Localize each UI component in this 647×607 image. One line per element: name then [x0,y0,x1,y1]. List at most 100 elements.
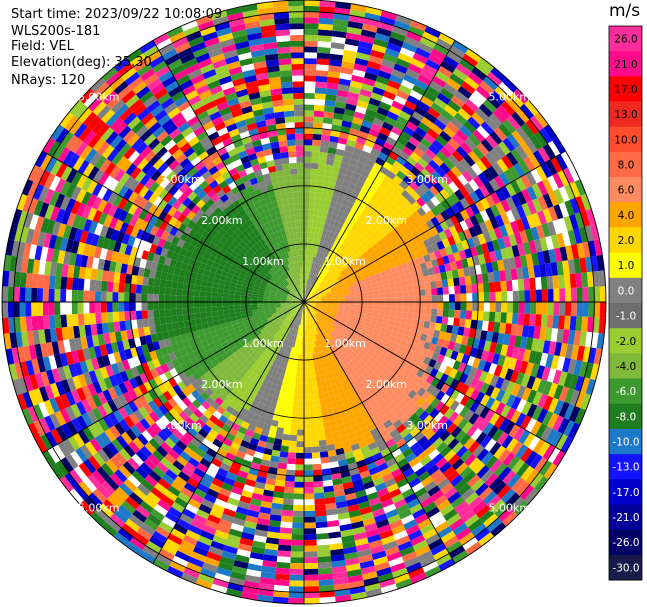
ppi-gate [353,348,361,356]
ppi-gate [545,235,554,251]
ppi-gate [318,271,323,278]
ppi-gate [266,325,273,332]
ppi-gate [358,40,374,50]
ppi-gate [483,513,499,528]
ppi-gate [513,162,526,178]
ppi-gate [343,292,350,296]
ppi-gate [321,282,327,288]
ppi-gate [372,254,380,262]
ppi-gate [160,363,170,374]
ppi-gate [576,287,583,302]
ppi-gate [135,449,148,463]
ppi-gate [430,489,444,502]
ppi-gate [320,234,326,242]
ppi-gate [531,212,542,227]
ppi-gate [304,487,314,494]
ppi-gate [124,518,141,533]
ppi-gate [301,319,304,326]
ppi-gate [281,294,288,298]
ppi-gate [136,527,153,541]
ppi-gate [76,387,87,402]
ppi-gate [374,247,382,255]
ppi-gate [442,286,449,295]
ppi-gate [367,441,378,451]
ppi-gate [430,216,440,227]
ppi-gate [109,513,125,528]
ppi-gate [314,245,319,252]
ppi-gate [532,198,543,213]
ppi-gate [310,168,318,175]
ppi-gate [289,328,294,335]
ppi-gate [340,372,348,380]
ppi-gate [399,131,412,142]
ppi-gate [120,330,128,341]
ppi-gate [368,128,380,138]
ppi-gate [314,233,319,240]
ppi-gate [344,557,360,566]
ppi-gate [375,276,383,283]
ppi-gate [274,317,281,323]
ppi-gate [431,516,447,529]
ppi-gate [377,364,386,372]
ppi-gate [332,269,339,275]
ppi-gate [515,444,529,459]
ppi-gate [37,231,46,247]
ppi-gate [584,362,594,379]
ppi-gate [427,418,438,430]
ppi-gate [309,261,313,268]
ppi-gate [386,224,395,233]
ppi-gate [260,327,267,333]
ppi-gate [320,294,327,298]
ppi-gate [431,453,444,465]
ppi-gate [318,157,327,165]
ppi-gate [485,331,494,342]
ppi-gate [304,5,320,12]
ppi-gate [365,212,374,221]
ppi-gate [266,436,275,444]
ppi-gate [333,583,350,591]
ppi-gate [541,289,548,302]
ppi-gate [399,274,407,282]
ppi-gate [381,275,389,281]
ppi-gate [249,320,257,326]
ppi-gate [259,384,267,393]
ppi-gate [431,336,439,346]
ppi-gate [548,341,557,356]
ppi-gate [596,333,605,350]
ppi-gate [430,377,440,388]
ppi-gate [391,297,397,302]
ppi-gate [376,27,392,37]
ppi-gate [417,74,432,86]
ppi-gate [338,229,345,237]
ppi-gate [575,272,583,288]
ppi-gate [336,333,343,339]
ppi-gate [352,448,363,457]
ppi-gate [489,292,496,302]
ppi-gate [338,191,346,199]
ppi-gate [79,500,95,516]
ppi-gate [537,441,551,457]
ppi-gate [238,324,246,331]
ppi-gate [235,287,242,292]
ppi-gate [315,284,321,290]
ppi-gate [411,461,424,473]
ppi-gate [291,309,296,315]
ppi-gate [204,387,214,397]
ppi-gate [162,331,170,340]
ppi-gate [130,310,137,321]
ppi-gate [445,348,454,359]
ppi-gate [304,476,314,482]
ppi-gate [402,302,409,308]
ppi-gate [183,406,194,417]
ppi-gate [355,226,363,235]
ppi-gate [256,356,263,364]
ppi-gate [261,392,269,400]
ppi-gate [382,189,392,199]
ppi-gate [147,513,162,527]
ppi-gate [364,318,372,324]
ppi-gate [311,317,315,324]
ppi-gate [86,410,98,424]
ppi-gate [567,358,577,375]
ppi-gate [320,456,330,464]
ppi-gate [280,521,293,529]
